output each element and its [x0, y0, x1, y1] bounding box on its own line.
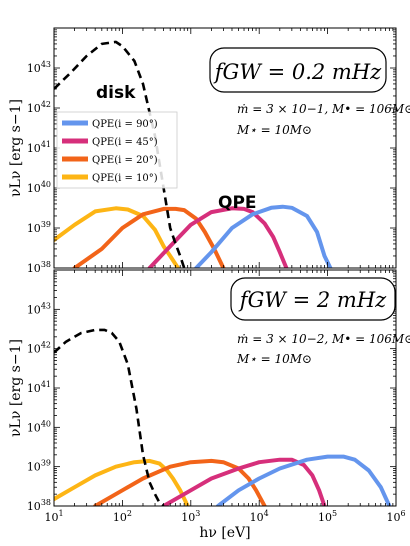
bottom-params-line-2: M⋆ = 10M⊙ — [236, 352, 312, 366]
bottom-x-tick-label: 102 — [113, 509, 132, 524]
bottom-x-tick-label: 106 — [386, 509, 405, 524]
bottom-x-tick-label: 104 — [250, 509, 269, 524]
top-panel: 1038 1039 1040 1041 1042 1043 νLν [erg s−1] f… — [8, 27, 410, 275]
legend: QPE(i = 90°) QPE(i = 45°) QPE(i = 20°) Q… — [56, 111, 178, 189]
bottom-x-tick-labels: 101 102 103 104 105 106 — [44, 509, 405, 524]
bottom-y-tick-label: 1040 — [27, 419, 51, 434]
legend-entry-qpe-45: QPE(i = 45°) — [62, 137, 158, 148]
bottom-y-tick-labels: 1038 1039 1040 1041 1042 1043 — [27, 301, 51, 513]
bottom-qpe-45-curve — [161, 457, 327, 506]
bottom-x-tick-label: 103 — [181, 509, 200, 524]
top-curves — [54, 40, 333, 268]
top-params-line-2: M⋆ = 10M⊙ — [236, 123, 312, 137]
top-y-tick-label: 1040 — [27, 180, 51, 195]
bottom-qpe-90-curve — [216, 454, 392, 506]
top-y-axis-label: νLν [erg s−1] — [8, 99, 24, 197]
bottom-disk-curve — [54, 328, 165, 506]
top-params-line-1: ṁ = 3 × 10−1, M• = 106M⊙ — [237, 102, 410, 116]
bottom-tick-marks — [53, 269, 397, 507]
legend-entry-qpe-20: QPE(i = 20°) — [62, 155, 158, 166]
bottom-gw-box — [230, 277, 396, 321]
bottom-y-tick-label: 1043 — [27, 301, 51, 316]
top-y-tick-labels: 1038 1039 1040 1041 1042 1043 — [27, 60, 51, 275]
legend-entry-qpe-90: QPE(i = 90°) — [62, 119, 158, 130]
bottom-x-tick-label: 101 — [44, 509, 63, 524]
qpe-label: QPE — [218, 193, 257, 213]
legend-label-qpe-20: QPE(i = 20°) — [92, 155, 158, 166]
bottom-params-line-1: ṁ = 3 × 10−2, M• = 106M⊙ — [237, 332, 410, 346]
bottom-gw-label: fGW = 2 mHz — [238, 288, 387, 312]
bottom-x-tick-label: 105 — [318, 509, 337, 524]
bottom-qpe-10-curve — [54, 458, 190, 506]
top-qpe-45-curve — [147, 206, 289, 268]
bottom-curves — [54, 328, 392, 506]
legend-entry-qpe-10: QPE(i = 10°) — [62, 173, 158, 184]
bottom-y-axis-label: νLν [erg s−1] — [8, 339, 24, 437]
top-tick-marks — [53, 27, 397, 269]
legend-label-qpe-45: QPE(i = 45°) — [92, 137, 158, 148]
top-gw-box — [209, 47, 387, 93]
disk-label: disk — [96, 83, 136, 103]
bottom-y-tick-label: 1041 — [27, 380, 51, 395]
bottom-panel: 1038 1039 1040 1041 1042 1043 101 102 103 104 105… — [8, 269, 410, 541]
bottom-y-tick-label: 1038 — [27, 498, 51, 513]
legend-label-qpe-90: QPE(i = 90°) — [92, 119, 158, 130]
bottom-y-tick-label: 1042 — [27, 341, 51, 356]
top-y-tick-label: 1041 — [27, 140, 51, 155]
x-axis-label: hν [eV] — [199, 525, 250, 541]
legend-label-qpe-10: QPE(i = 10°) — [92, 173, 158, 184]
top-y-tick-label: 1038 — [27, 260, 51, 275]
top-gw-label: fGW = 0.2 mHz — [213, 60, 382, 84]
top-y-tick-label: 1042 — [27, 100, 51, 115]
top-disk-curve — [54, 40, 186, 268]
top-qpe-20-curve — [72, 206, 226, 268]
top-y-tick-label: 1043 — [27, 60, 51, 75]
bottom-y-tick-label: 1039 — [27, 459, 51, 474]
top-y-tick-label: 1039 — [27, 220, 51, 235]
top-qpe-90-curve — [194, 204, 333, 268]
